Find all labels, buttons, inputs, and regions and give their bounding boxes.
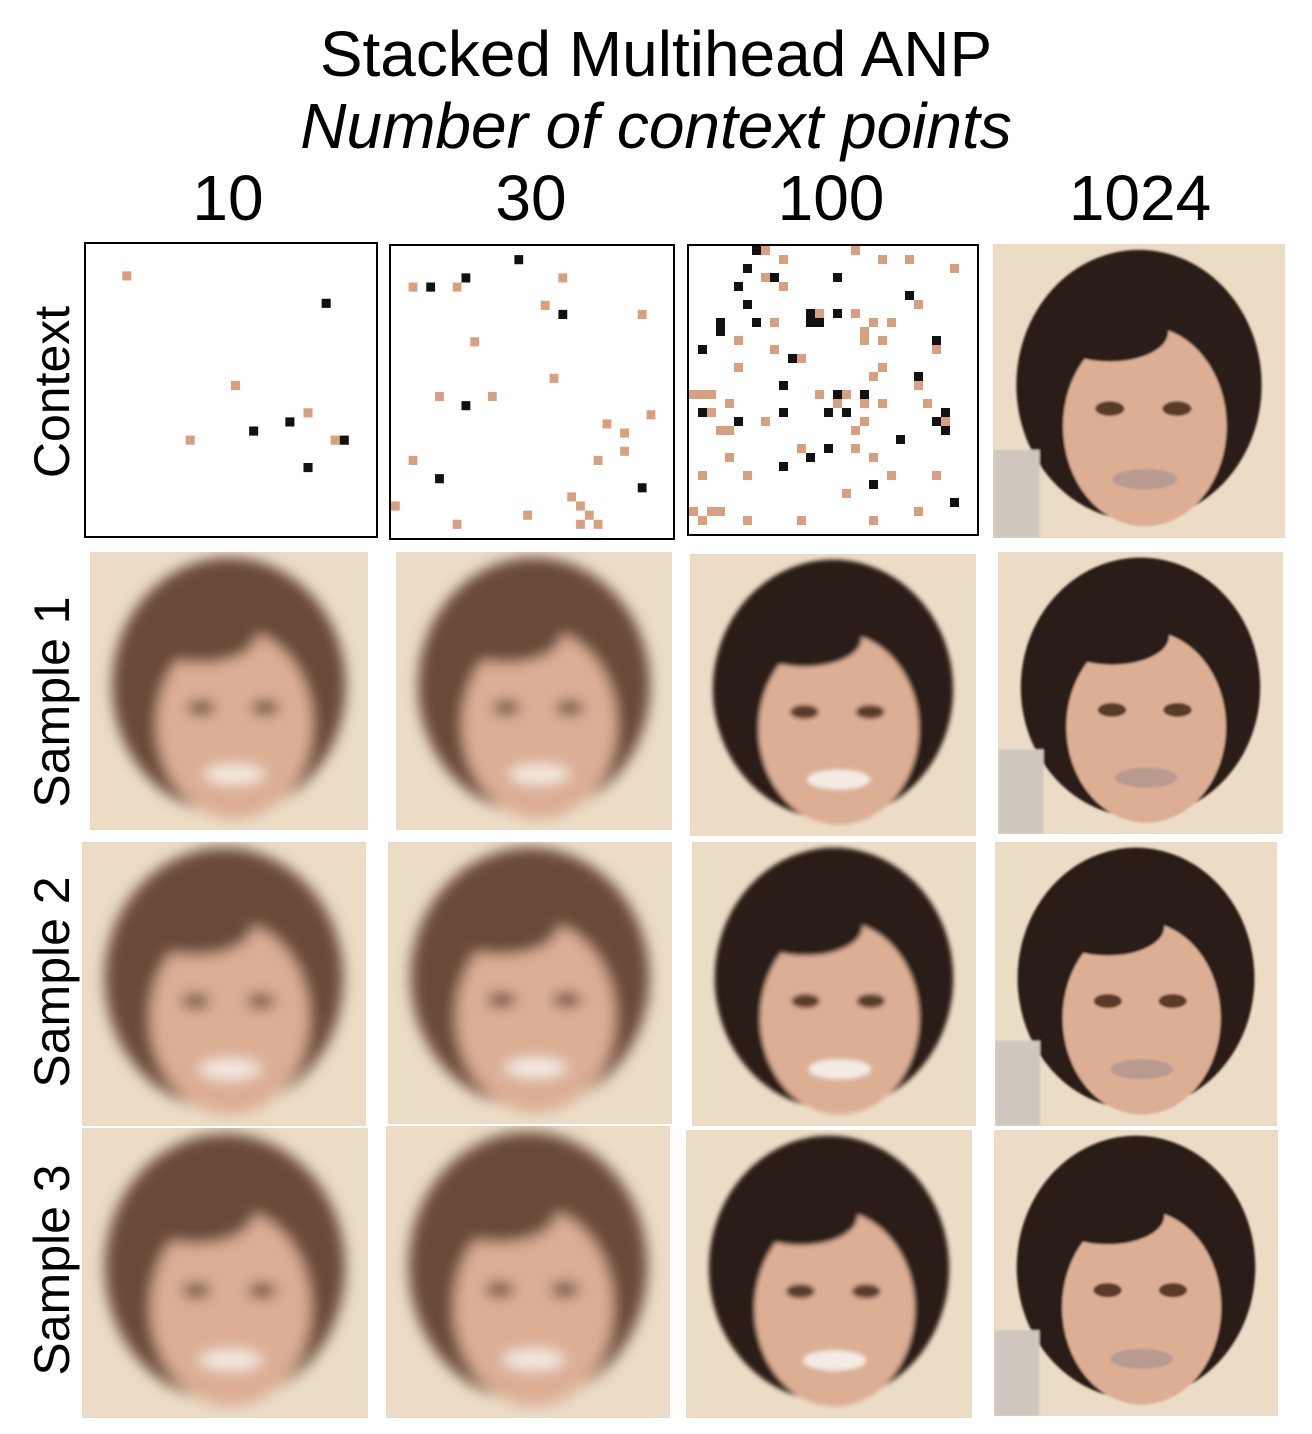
col-label-10: 10 [192, 162, 264, 234]
col-label-1024: 1024 [1068, 162, 1212, 234]
context-100-image [687, 244, 979, 536]
sample-2-10-image [82, 842, 366, 1126]
sample-3-10-image [82, 1128, 368, 1418]
row-label-sample-2: Sample 2 [24, 876, 80, 1088]
context-1024-image [993, 244, 1285, 538]
row-label-sample-1: Sample 1 [24, 596, 80, 808]
col-label-30: 30 [495, 162, 567, 234]
sample-3-30-image [386, 1126, 670, 1418]
sample-3-100-image [686, 1130, 972, 1418]
figure-subtitle: Number of context points [300, 90, 1012, 162]
sample-1-1024-image [998, 552, 1283, 834]
col-label-100: 100 [777, 162, 885, 234]
sample-2-1024-image [995, 842, 1277, 1126]
row-label-sample-3: Sample 3 [24, 1164, 80, 1376]
row-label-context: Context [24, 305, 80, 479]
sample-1-100-image [690, 554, 976, 836]
sample-2-100-image [692, 842, 976, 1126]
context-10-image [84, 242, 378, 538]
context-30-image [389, 244, 675, 540]
figure-title: Stacked Multihead ANP [319, 18, 993, 90]
sample-2-30-image [388, 842, 672, 1124]
sample-1-30-image [396, 552, 672, 830]
sample-3-1024-image [994, 1130, 1278, 1416]
sample-1-10-image [90, 552, 368, 830]
